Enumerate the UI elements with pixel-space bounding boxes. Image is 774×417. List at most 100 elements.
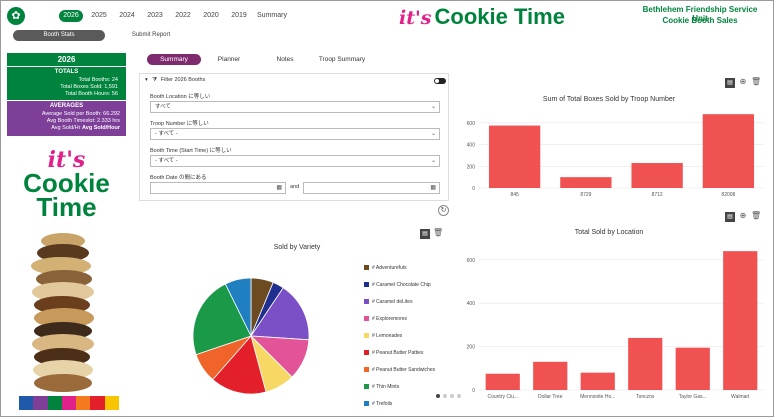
location-xtick-2: Mennonite Ho... xyxy=(580,394,615,400)
cookie-stack-image xyxy=(31,233,94,392)
tab-troop-summary[interactable]: Troop Summary xyxy=(318,56,366,63)
legend-item[interactable]: # Trefoils xyxy=(364,400,392,408)
pager-dot[interactable] xyxy=(457,394,461,398)
legend-swatch xyxy=(364,282,369,287)
date-label: Booth Date の間にある xyxy=(150,175,207,181)
legend-swatch xyxy=(364,265,369,270)
tab-year-2026[interactable]: 2026 xyxy=(59,10,83,22)
tab-summary[interactable]: Summary xyxy=(257,12,287,19)
location-bar-2[interactable] xyxy=(580,372,615,390)
stats-year: 2026 xyxy=(7,53,126,66)
tab-year-2024[interactable]: 2024 xyxy=(119,12,135,19)
chevron-down-icon: ⌄ xyxy=(430,158,436,164)
legend-label: # Thin Mints xyxy=(372,384,400,390)
legend-label: # Lemonades xyxy=(372,333,403,339)
total-hours: Total Booth Hours: 56 xyxy=(65,91,118,97)
tab-planner[interactable]: Planner xyxy=(217,56,241,63)
location-bar-5[interactable] xyxy=(723,251,758,390)
troop-bar-2[interactable] xyxy=(631,163,683,188)
location-bar-0[interactable] xyxy=(485,373,520,390)
troop-bar-1[interactable] xyxy=(560,177,612,188)
legend-item[interactable]: # Adventurefuls xyxy=(364,264,406,272)
averages-box: AVERAGES Average Sold per Booth: 66.292 … xyxy=(7,101,126,136)
averages-title: AVERAGES xyxy=(49,103,84,109)
legend-label: # Caramel deLites xyxy=(372,299,413,305)
legend-swatch xyxy=(364,333,369,338)
legend-item[interactable]: # Caramel Chocolate Chip xyxy=(364,281,431,289)
trash-icon[interactable]: 🗑 xyxy=(751,211,762,220)
time-select[interactable]: - すべて - ⌄ xyxy=(150,155,440,167)
chart-filter-icon[interactable]: ▤ xyxy=(725,78,735,88)
filter-header[interactable]: ▾ ⧩ Filter 2026 Booths xyxy=(145,77,205,84)
trash-icon[interactable]: 🗑 xyxy=(433,228,444,237)
location-xtick-5: Walmart xyxy=(731,394,750,400)
chart-filter-icon[interactable]: ▤ xyxy=(725,212,735,222)
tab-notes[interactable]: Notes xyxy=(276,56,294,63)
legend-item[interactable]: # Caramel deLites xyxy=(364,298,413,306)
location-ytick: 0 xyxy=(472,388,475,394)
legend-label: # Caramel Chocolate Chip xyxy=(372,282,431,288)
side-brand: it's Cookie Time xyxy=(7,147,126,222)
date-end-input[interactable]: ▦ xyxy=(303,182,440,194)
zoom-icon[interactable]: ⊕ xyxy=(739,211,747,220)
troop-ytick: 0 xyxy=(472,186,475,192)
side-brand-its: it's xyxy=(47,147,86,173)
color-strip xyxy=(19,396,119,410)
pager-dots xyxy=(436,385,464,398)
legend-item[interactable]: # Lemonades xyxy=(364,332,402,340)
pager-dot[interactable] xyxy=(450,394,454,398)
legend-item[interactable]: # Exploremores xyxy=(364,315,407,323)
tab-year-2023[interactable]: 2023 xyxy=(147,12,163,19)
tab-year-2025[interactable]: 2025 xyxy=(91,12,107,19)
troop-bar-0[interactable] xyxy=(488,125,541,188)
date-start-input[interactable]: ▦ xyxy=(150,182,286,194)
location-bar-4[interactable] xyxy=(675,347,710,390)
trefoil-logo-icon[interactable]: ✿ xyxy=(7,7,25,25)
tab-year-2020[interactable]: 2020 xyxy=(203,12,219,19)
tab-summary-main[interactable]: Summary xyxy=(147,54,201,65)
calendar-icon[interactable]: ▦ xyxy=(276,185,282,191)
pie-slice-5[interactable] xyxy=(212,335,267,395)
location-ytick: 200 xyxy=(467,345,476,351)
legend-swatch xyxy=(364,350,369,355)
totals-title: TOTALS xyxy=(54,69,79,75)
tab-year-2019[interactable]: 2019 xyxy=(231,12,247,19)
legend-item[interactable]: # Peanut Butter Sandwiches xyxy=(364,366,435,374)
location-select[interactable]: すべて ⌄ xyxy=(150,101,440,113)
pie-slice-8[interactable] xyxy=(224,277,252,337)
collapse-chevron-icon[interactable]: ▾ xyxy=(145,77,148,83)
troop-label: Troop Number に等しい xyxy=(150,121,209,127)
legend-item[interactable]: # Thin Mints xyxy=(364,383,399,391)
trash-icon[interactable]: 🗑 xyxy=(751,77,762,86)
submit-report-tab[interactable]: Submit Report xyxy=(131,32,171,38)
filter-icon: ⧩ xyxy=(152,77,158,83)
total-booths: Total Booths: 24 xyxy=(78,77,118,83)
location-ytick: 400 xyxy=(467,301,476,307)
avg-sold-hr-value: Avg Sold/Hour xyxy=(82,125,120,131)
and-label: and xyxy=(290,184,300,190)
tab-year-2022[interactable]: 2022 xyxy=(175,12,191,19)
chart-filter-icon[interactable]: ▤ xyxy=(420,229,430,239)
refresh-icon[interactable]: ↻ xyxy=(438,205,449,216)
legend-label: # Trefoils xyxy=(372,401,393,407)
variety-chart-title: Sold by Variety xyxy=(273,244,321,251)
time-label: Booth Time (Start Time) に等しい xyxy=(150,148,232,154)
booth-stats-tab[interactable]: Booth Stats xyxy=(13,30,105,41)
location-xtick-4: Taylor Gas... xyxy=(679,394,707,400)
calendar-icon[interactable]: ▦ xyxy=(430,185,436,191)
location-bar-3[interactable] xyxy=(628,337,663,390)
location-bar-1[interactable] xyxy=(533,361,568,390)
legend-swatch xyxy=(364,401,369,406)
side-brand-line2: Time xyxy=(36,192,97,222)
pie-slice-2[interactable] xyxy=(250,287,310,341)
legend-item[interactable]: # Peanut Butter Patties xyxy=(364,349,423,357)
pie-slice-7[interactable] xyxy=(192,283,252,356)
troop-bar-3[interactable] xyxy=(702,114,755,188)
pager-dot[interactable] xyxy=(436,394,440,398)
zoom-icon[interactable]: ⊕ xyxy=(739,77,747,86)
filter-toggle[interactable] xyxy=(434,78,446,84)
troop-select[interactable]: - すべて - ⌄ xyxy=(150,128,440,140)
troop-xtick-1: 8729 xyxy=(580,192,591,198)
pager-dot[interactable] xyxy=(443,394,447,398)
